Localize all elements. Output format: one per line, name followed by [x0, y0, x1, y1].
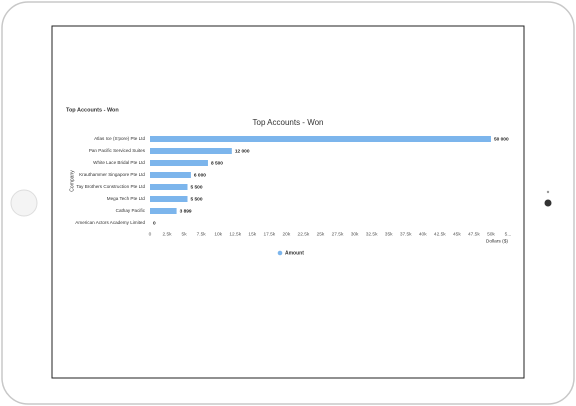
- panel-title: Top Accounts - Won: [66, 107, 119, 113]
- x-tick-label: 50k: [487, 231, 495, 237]
- value-label: 3 899: [180, 209, 192, 215]
- x-tick-label: 10k: [214, 231, 222, 237]
- y-tick-label: American Actors Academy Limited: [75, 220, 145, 225]
- value-label: 8 500: [211, 161, 223, 167]
- bar: [150, 148, 232, 154]
- x-tick-label: 0: [149, 231, 152, 237]
- bar: [150, 160, 208, 166]
- value-label: 50 000: [494, 137, 509, 143]
- y-tick-label: Pan Pacific Serviced Suites: [89, 148, 146, 153]
- value-label: 6 000: [194, 173, 206, 179]
- x-tick-label: 27.5k: [332, 231, 344, 237]
- y-tick-label: Mega Tech Pte Ltd: [107, 196, 146, 201]
- bar: [150, 184, 188, 190]
- y-tick-label: White Lace Bridal Pte Ltd: [93, 160, 145, 165]
- x-tick-label: 22.5k: [298, 231, 310, 237]
- sensor: [546, 190, 550, 194]
- x-tick-label: 42.5k: [434, 231, 446, 237]
- x-tick-label: 25k: [317, 231, 325, 237]
- x-tick-label: 45k: [453, 231, 461, 237]
- x-tick-label: 30k: [351, 231, 359, 237]
- y-axis-label: Company: [69, 170, 75, 192]
- value-label: 12 000: [235, 149, 250, 155]
- value-label: 0: [153, 221, 156, 227]
- x-tick-label: 35k: [385, 231, 393, 237]
- home-button[interactable]: [10, 189, 38, 217]
- bar: [150, 136, 491, 142]
- x-tick-label: 20k: [283, 231, 291, 237]
- x-tick-label: 32.5k: [366, 231, 378, 237]
- bar: [150, 208, 177, 214]
- legend-label: Amount: [285, 251, 304, 257]
- y-tick-label: Tay Brothers Construction Pte Ltd: [76, 184, 145, 189]
- camera: [544, 199, 552, 207]
- x-tick-label: 17.5k: [263, 231, 275, 237]
- bar: [150, 172, 191, 178]
- chart-title: Top Accounts - Won: [253, 118, 324, 127]
- x-tick-label: 37.5k: [400, 231, 412, 237]
- screen: [51, 25, 525, 379]
- x-tick-label: 7.5k: [197, 231, 207, 237]
- y-tick-label: Atlas Ice (S'pore) Pte Ltd: [94, 136, 145, 141]
- y-tick-label: Cathay Pacific: [116, 208, 146, 213]
- value-label: 5 500: [191, 185, 203, 191]
- x-tick-label: 5...: [505, 231, 512, 237]
- x-tick-label: 47.5k: [468, 231, 480, 237]
- x-axis-label: Dollars ($): [486, 238, 509, 244]
- bar: [150, 196, 188, 202]
- value-label: 5 500: [191, 197, 203, 203]
- x-tick-label: 2.5k: [163, 231, 173, 237]
- x-tick-label: 15k: [248, 231, 256, 237]
- y-tick-label: Krauthammer Singapore Pte Ltd: [79, 172, 145, 177]
- x-tick-label: 12.5k: [229, 231, 241, 237]
- legend-marker: [277, 250, 283, 256]
- x-tick-label: 5k: [182, 231, 188, 237]
- x-tick-label: 40k: [419, 231, 427, 237]
